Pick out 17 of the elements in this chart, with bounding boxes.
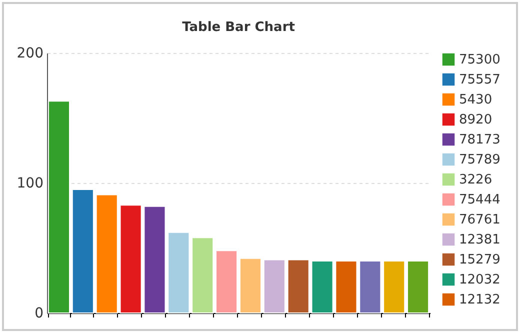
legend-label: 75300: [459, 52, 500, 68]
legend-label: 12381: [459, 232, 500, 248]
legend-label: 12132: [459, 292, 500, 308]
legend-label: 15279: [459, 252, 500, 268]
legend-label: 76761: [459, 212, 500, 228]
legend-label: 3226: [459, 172, 492, 188]
y-tick-label: 0: [34, 306, 44, 322]
y-tick-label: 200: [16, 46, 44, 62]
legend-label: 5430: [459, 92, 492, 108]
legend-label: 75789: [459, 152, 500, 168]
legend-label: 75444: [459, 192, 500, 208]
legend-label: 75557: [459, 72, 500, 88]
y-tick-label: 100: [16, 176, 44, 192]
legend-label: 12032: [459, 272, 500, 288]
legend-label: 8920: [459, 112, 492, 128]
chart-title: Table Bar Chart: [182, 20, 295, 35]
legend-label: 78173: [459, 132, 500, 148]
